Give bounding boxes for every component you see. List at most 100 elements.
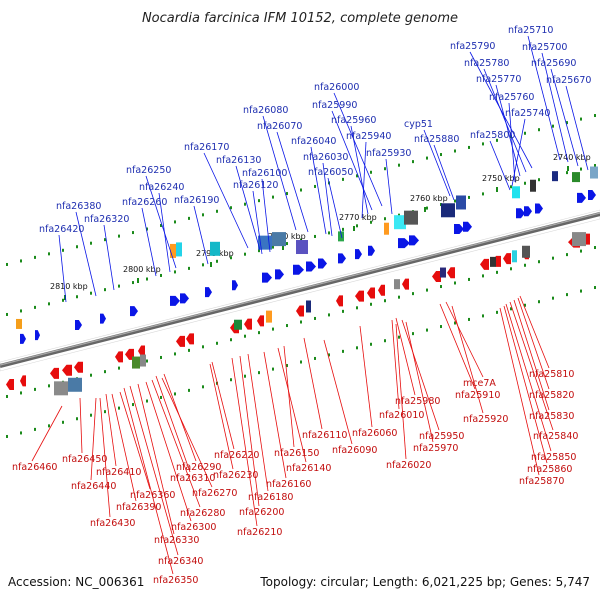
accession-label: Accession: NC_006361 [8, 575, 144, 589]
gene-leader-line [151, 379, 201, 508]
tick-mark [314, 184, 316, 188]
gene-leader-line [495, 84, 521, 177]
gene-label-nfa25820: nfa25820 [529, 390, 574, 401]
kbp-tick [137, 278, 139, 283]
gene-leader-line [119, 391, 151, 490]
feature-block [490, 256, 496, 267]
tick-mark [76, 417, 78, 421]
tick-mark [482, 314, 484, 318]
forward-gene-arrow [409, 235, 419, 246]
gene-label-nfa25760: nfa25760 [489, 92, 534, 103]
reverse-gene-arrow [50, 367, 59, 379]
gene-label-nfa26420: nfa26420 [39, 224, 84, 235]
forward-gene-arrow [355, 249, 362, 260]
tick-mark [174, 270, 176, 274]
tick-mark [426, 328, 428, 332]
gene-label-nfa25860: nfa25860 [527, 464, 572, 475]
gene-leader-line [433, 144, 455, 201]
tick-mark [118, 234, 120, 238]
gene-leader-line [350, 125, 369, 215]
gene-leader-line [527, 35, 561, 161]
kbp-tick [567, 166, 569, 171]
tick-mark [244, 334, 246, 338]
gene-leader-line [541, 52, 569, 163]
gene-label-nfa26130: nfa26130 [216, 155, 261, 166]
tick-mark [426, 288, 428, 292]
feature-block [441, 203, 455, 218]
tick-mark [118, 366, 120, 370]
tick-mark [244, 202, 246, 206]
feature-block [440, 267, 446, 278]
gene-label-nfa25800: nfa25800 [470, 130, 515, 141]
kbp-tick [64, 295, 66, 300]
tick-mark [552, 124, 554, 128]
tick-mark [244, 252, 246, 256]
gene-label-nfa26310: nfa26310 [170, 473, 215, 484]
gene-leader-line [391, 319, 400, 410]
reverse-gene-arrow [6, 378, 14, 390]
gene-leader-line [395, 323, 407, 460]
kbp-tick [210, 262, 212, 267]
forward-gene-arrow [170, 295, 180, 306]
gene-label-nfa26170: nfa26170 [184, 142, 229, 153]
gene-label-nfa25690: nfa25690 [531, 58, 576, 69]
gene-leader-line [90, 397, 97, 481]
tick-mark [580, 117, 582, 121]
gene-features [6, 166, 598, 396]
gene-leader-line [141, 207, 157, 277]
gene-label-mce7A: mce7A [463, 378, 496, 389]
tick-mark [370, 220, 372, 224]
forward-gene-arrow [35, 330, 40, 341]
reverse-gene-arrow [447, 267, 455, 279]
topology-label: Topology: circular; Length: 6,021,225 bp… [259, 575, 590, 589]
forward-gene-arrow [275, 269, 284, 280]
tick-mark [286, 364, 288, 368]
gene-label-nfa26180: nfa26180 [248, 492, 293, 503]
tick-mark [510, 307, 512, 311]
gene-leader-line [517, 297, 550, 390]
feature-block [272, 232, 286, 247]
gene-label-nfa25770: nfa25770 [476, 74, 521, 85]
tick-mark [62, 420, 64, 424]
gene-label-nfa26080: nfa26080 [243, 105, 288, 116]
kbp-label: 2760 kbp [410, 194, 448, 203]
gene-leader-line [489, 140, 511, 191]
tick-mark [90, 241, 92, 245]
gene-leader-line [550, 68, 579, 167]
tick-mark [272, 367, 274, 371]
gene-leader-line [511, 118, 526, 187]
tick-mark [160, 273, 162, 277]
tick-mark [398, 163, 400, 167]
gene-label-nfa25920: nfa25920 [463, 414, 508, 425]
kbp-label: 2740 kbp [553, 153, 591, 162]
tick-mark [552, 256, 554, 260]
tick-mark [510, 267, 512, 271]
reverse-gene-arrow [432, 271, 441, 283]
gene-label-nfa26060: nfa26060 [352, 428, 397, 439]
tick-mark [496, 270, 498, 274]
feature-block [522, 245, 530, 258]
tick-mark [524, 303, 526, 307]
gene-leader-line [209, 363, 234, 470]
gene-labels: nfa25710 nfa25700 nfa25690 nfa25670 nfa25790… [12, 25, 591, 586]
tick-mark [454, 321, 456, 325]
gene-leader-line [129, 385, 179, 556]
tick-mark [398, 335, 400, 339]
tick-mark [76, 295, 78, 299]
forward-gene-arrow [180, 293, 189, 304]
gene-label-nfa26030: nfa26030 [303, 152, 348, 163]
gene-label-nfa26220: nfa26220 [214, 450, 259, 461]
tick-mark [356, 174, 358, 178]
gene-label-nfa26430: nfa26430 [90, 518, 135, 529]
tick-mark [62, 248, 64, 252]
gene-leader-line [405, 321, 434, 443]
tick-mark [384, 299, 386, 303]
tick-mark [482, 192, 484, 196]
feature-block [404, 210, 418, 225]
gene-label-nfa26200: nfa26200 [239, 507, 284, 518]
reverse-gene-arrow [115, 351, 123, 363]
forward-gene-arrow [20, 333, 26, 344]
gene-leader-line [99, 397, 111, 518]
gene-leader-line [505, 303, 552, 452]
